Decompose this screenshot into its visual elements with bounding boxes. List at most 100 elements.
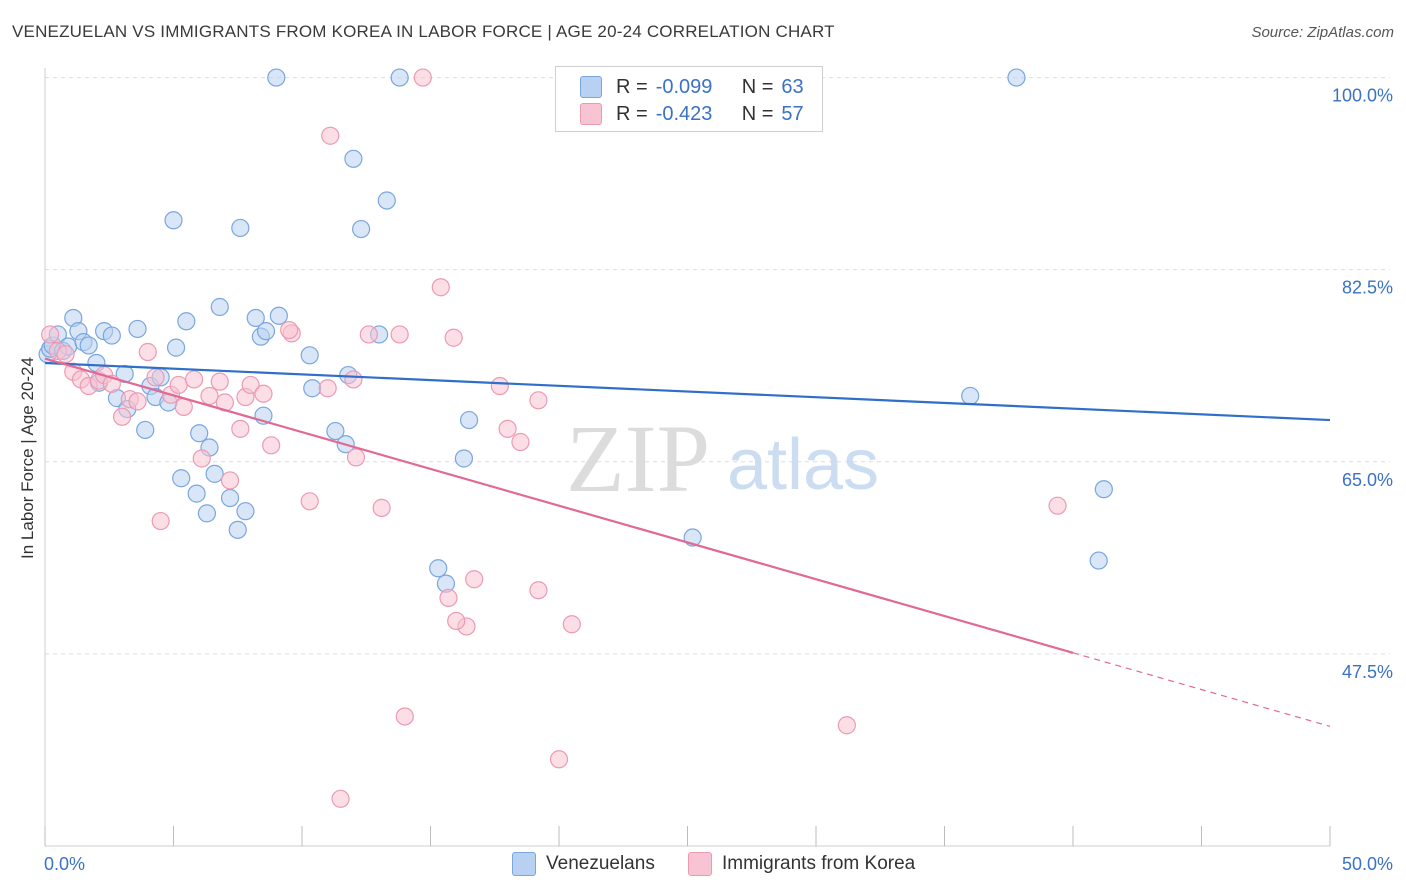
legend-row-venezuelans: R = -0.099 N = 63 [580,74,804,100]
korea-point [254,384,273,403]
korea-point [395,707,414,726]
grid-layer [45,77,1390,655]
legend-label-venezuelans: Venezuelans [546,853,655,874]
venezuelan-point [1007,68,1026,87]
korea-point [529,581,548,600]
venezuelan-point [190,424,209,443]
korea-point [184,370,204,389]
korea-point [56,345,75,364]
venezuelan-point [136,420,155,440]
venezuelan-point [79,336,98,355]
korea-point [344,370,363,389]
korea-point [146,368,165,387]
legend-n-value: 57 [781,102,804,125]
legend-n-value: 63 [781,75,804,98]
venezuelan-point [210,297,229,317]
legend-n-label: N = [741,75,774,98]
korea-point [529,391,548,410]
korea-point [465,570,484,589]
y-tick-label: 82.5% [1342,278,1393,298]
y-tick-label: 65.0% [1342,470,1393,490]
legend-r-label: R = [616,75,648,98]
korea-point [359,325,378,344]
legend-row-korea: R = -0.423 N = 57 [580,101,804,127]
axis-layer [44,68,1331,847]
korea-point [262,436,281,455]
y-tick-label: 47.5% [1342,662,1393,682]
trend-layer [44,357,1331,727]
trend-line [44,361,1331,422]
trend-line-extension [1072,652,1331,727]
korea-point [318,379,337,398]
korea-point [549,750,569,769]
venezuelan-point [344,149,363,168]
venezuelan-point [303,379,322,398]
korea-point [128,392,147,411]
legend-n-label: N = [741,102,774,125]
korea-point [210,372,229,391]
korea-point [346,448,366,467]
y-tick-label: 100.0% [1332,86,1393,106]
venezuelan-point [300,346,319,365]
korea-point [1048,496,1067,515]
venezuelan-point [429,559,448,578]
blue-swatch-icon [512,852,536,876]
venezuelan-point [1094,480,1113,499]
venezuelan-point [1089,551,1108,570]
series-legend: Venezuelans Immigrants from Korea [0,852,1406,878]
venezuelan-point [961,386,980,406]
chart-title: VENEZUELAN VS IMMIGRANTS FROM KOREA IN L… [12,22,835,41]
venezuelan-point [269,306,288,325]
korea-point [169,375,188,395]
legend-label-korea: Immigrants from Korea [722,853,916,874]
pink-swatch-icon [580,103,602,125]
legend-r-value: -0.099 [655,75,713,98]
korea-point [439,588,458,608]
korea-point [138,342,157,362]
legend-r-value: -0.423 [655,102,713,125]
venezuelan-point [205,464,224,483]
trend-line [44,357,1074,654]
korea-point [192,449,211,468]
korea-point [498,419,517,438]
korea-point [280,320,299,340]
venezuelan-point [377,191,396,210]
watermark-atlas: atlas [727,425,879,505]
chart-source: Source: ZipAtlas.com [1251,24,1394,41]
korea-point [220,471,240,490]
korea-point [151,511,170,531]
korea-point [231,419,250,438]
venezuelan-point [267,68,286,87]
legend-item-korea: Immigrants from Korea [688,852,915,876]
venezuelan-point [459,410,479,430]
korea-point [372,498,391,517]
legend-r-label: R = [616,102,648,125]
korea-point [511,432,530,452]
venezuelan-point [454,449,474,468]
venezuelan-point [177,312,196,331]
korea-point [562,615,581,634]
korea-point [321,126,340,145]
points-layer [38,68,1113,808]
korea-point [112,407,132,426]
korea-point [490,376,509,396]
venezuelan-point [246,308,265,328]
korea-point [431,278,450,297]
venezuelan-point [166,338,186,357]
korea-point [447,611,466,631]
venezuelan-point [231,218,250,238]
venezuelan-point [236,502,255,521]
blue-swatch-icon [580,76,602,98]
venezuelan-point [197,504,217,523]
korea-point [41,325,60,344]
korea-point [200,386,219,406]
venezuelan-point [220,488,240,508]
korea-point [331,789,350,808]
venezuelan-point [102,326,121,345]
legend-item-venezuelans: Venezuelans [512,852,655,876]
korea-point [837,716,856,735]
korea-point [444,328,463,347]
watermark-zip: ZIP [566,405,710,512]
korea-point [390,325,409,344]
